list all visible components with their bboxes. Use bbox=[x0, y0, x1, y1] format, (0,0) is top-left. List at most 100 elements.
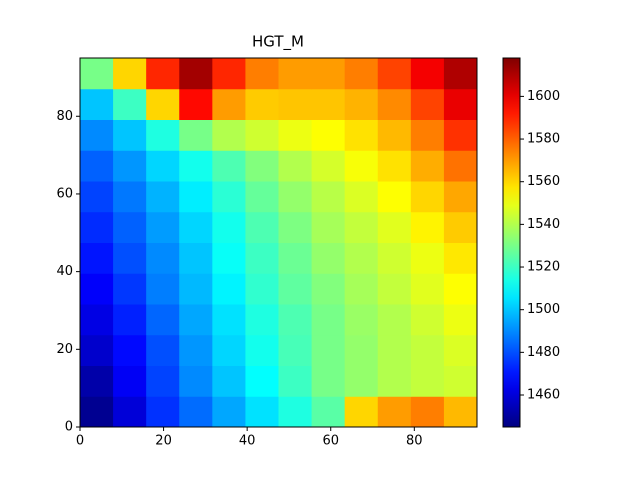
cell bbox=[113, 304, 147, 336]
cell bbox=[179, 58, 213, 90]
cell bbox=[377, 211, 412, 243]
cell bbox=[179, 88, 213, 120]
cell bbox=[377, 181, 412, 213]
cell bbox=[278, 181, 313, 213]
cell bbox=[113, 58, 147, 90]
cell bbox=[410, 273, 445, 305]
cell bbox=[311, 334, 346, 366]
cell bbox=[311, 242, 346, 274]
cell bbox=[179, 150, 213, 182]
cell bbox=[245, 181, 279, 213]
cell bbox=[443, 334, 478, 366]
cell bbox=[344, 150, 379, 182]
cell bbox=[344, 88, 379, 120]
cell bbox=[146, 211, 180, 243]
cell bbox=[212, 365, 246, 397]
cell bbox=[410, 150, 445, 182]
cell bbox=[146, 334, 180, 366]
cell bbox=[146, 88, 180, 120]
cell bbox=[278, 88, 313, 120]
cell bbox=[311, 119, 346, 151]
cell bbox=[410, 88, 445, 120]
cell bbox=[410, 334, 445, 366]
cell bbox=[179, 181, 213, 213]
cell bbox=[344, 211, 379, 243]
cell bbox=[179, 304, 213, 336]
cell bbox=[443, 242, 478, 274]
cell bbox=[113, 211, 147, 243]
cell bbox=[311, 304, 346, 336]
cell bbox=[443, 58, 478, 90]
cell bbox=[212, 273, 246, 305]
cell bbox=[80, 242, 114, 274]
cell bbox=[245, 119, 279, 151]
cell bbox=[113, 365, 147, 397]
cell bbox=[113, 150, 147, 182]
x-tick-label: 20 bbox=[155, 434, 172, 449]
cell bbox=[344, 365, 379, 397]
cell bbox=[377, 396, 412, 428]
cell bbox=[311, 211, 346, 243]
cell bbox=[344, 396, 379, 428]
cell bbox=[179, 211, 213, 243]
axes-frame bbox=[79, 57, 478, 428]
cell bbox=[212, 396, 246, 428]
cell bbox=[344, 304, 379, 336]
cell bbox=[212, 334, 246, 366]
colorbar bbox=[502, 57, 521, 428]
cell bbox=[278, 211, 313, 243]
cell bbox=[212, 304, 246, 336]
cell bbox=[410, 242, 445, 274]
cell bbox=[410, 211, 445, 243]
cell bbox=[113, 273, 147, 305]
cell bbox=[179, 242, 213, 274]
cell bbox=[80, 365, 114, 397]
colorbar-tick-label: 1560 bbox=[527, 174, 560, 189]
cell bbox=[311, 396, 346, 428]
cell bbox=[179, 273, 213, 305]
cell bbox=[179, 334, 213, 366]
colorbar-tick-label: 1540 bbox=[527, 217, 560, 232]
cell bbox=[311, 58, 346, 90]
colorbar-tick-label: 1580 bbox=[527, 132, 560, 147]
cell bbox=[113, 242, 147, 274]
y-tick-label: 20 bbox=[56, 342, 73, 357]
cell bbox=[443, 365, 478, 397]
cell bbox=[443, 273, 478, 305]
cell bbox=[80, 119, 114, 151]
cell bbox=[377, 58, 412, 90]
cell bbox=[278, 273, 313, 305]
cell bbox=[146, 119, 180, 151]
cell bbox=[80, 304, 114, 336]
cell bbox=[212, 88, 246, 120]
cell bbox=[80, 211, 114, 243]
cell bbox=[443, 211, 478, 243]
y-tick-label: 40 bbox=[56, 264, 73, 279]
cell bbox=[344, 58, 379, 90]
cell bbox=[80, 88, 114, 120]
cell bbox=[311, 181, 346, 213]
cell bbox=[443, 181, 478, 213]
cell bbox=[410, 181, 445, 213]
cell bbox=[80, 273, 114, 305]
cell bbox=[278, 304, 313, 336]
cell bbox=[212, 181, 246, 213]
chart-title: HGT_M bbox=[252, 33, 304, 52]
cell bbox=[212, 211, 246, 243]
cell bbox=[245, 334, 279, 366]
cell bbox=[146, 181, 180, 213]
cell bbox=[278, 119, 313, 151]
cell bbox=[146, 58, 180, 90]
cell bbox=[113, 88, 147, 120]
colorbar-tick-label: 1520 bbox=[527, 260, 560, 275]
cell bbox=[344, 242, 379, 274]
cell bbox=[245, 58, 279, 90]
heatmap bbox=[80, 58, 478, 428]
cell bbox=[410, 58, 445, 90]
cell bbox=[344, 181, 379, 213]
cell bbox=[377, 242, 412, 274]
cell bbox=[80, 150, 114, 182]
cell bbox=[179, 119, 213, 151]
cell bbox=[278, 365, 313, 397]
